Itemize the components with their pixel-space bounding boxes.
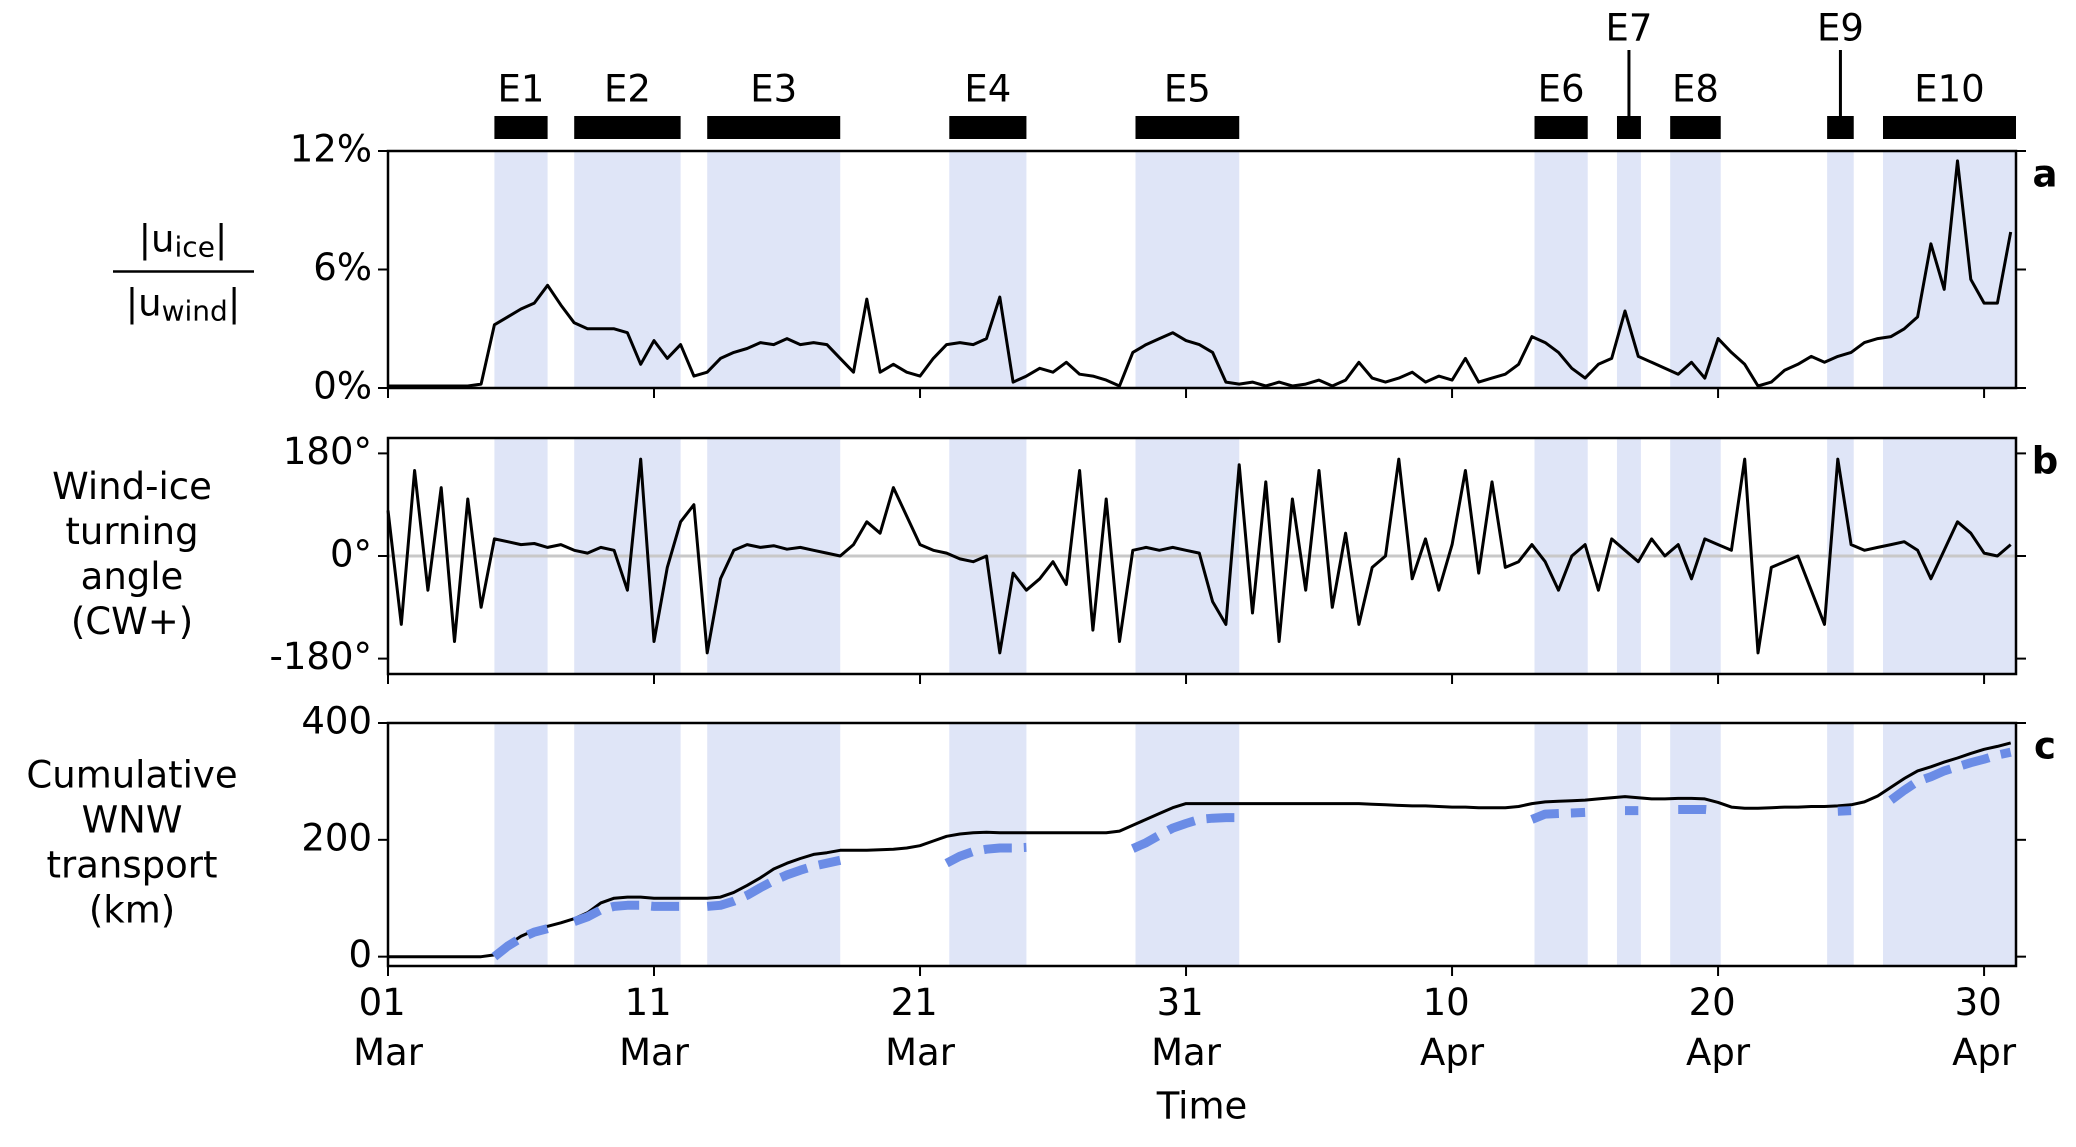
event-label: E5 xyxy=(1164,68,1211,111)
event-span xyxy=(574,151,681,388)
y-tick-label: 0° xyxy=(330,533,372,576)
line xyxy=(386,457,2012,655)
y-axis-label-part: |u xyxy=(139,217,175,260)
event-span xyxy=(1135,723,1240,966)
event-bar xyxy=(1135,116,1240,139)
y-axis-label-part: ice xyxy=(175,231,215,264)
y-axis-label-part: |u xyxy=(126,281,162,324)
y-tick-label: -180° xyxy=(270,635,372,678)
y-tick-label: 200 xyxy=(301,816,372,859)
x-tick-label: 10 Apr xyxy=(1420,981,1485,1074)
y-tick-label: 0% xyxy=(313,365,372,408)
panel-label: a xyxy=(2033,153,2058,196)
event-label: E8 xyxy=(1672,68,1719,111)
plot-frame xyxy=(386,721,2018,968)
event-label: E6 xyxy=(1538,68,1585,111)
y-axis-label: Wind-ice xyxy=(52,465,212,508)
event-span xyxy=(707,151,841,388)
event-span xyxy=(574,723,681,966)
event-span xyxy=(1670,151,1721,388)
event-span xyxy=(1135,151,1240,388)
y-axis-label: |uwind| xyxy=(126,281,241,328)
dashed-line xyxy=(491,747,2012,961)
x-tick-label: 21 Mar xyxy=(885,981,956,1074)
x-axis-label: Time xyxy=(1156,1085,1248,1128)
y-axis-label: transport xyxy=(47,844,218,887)
event-span xyxy=(1670,723,1721,966)
event-bar xyxy=(1534,116,1588,139)
event-label: E10 xyxy=(1914,68,1984,111)
plot-frame xyxy=(386,149,2018,390)
event-bar xyxy=(1670,116,1721,139)
event-label: E4 xyxy=(964,68,1011,111)
x-tick-label: 01 Mar xyxy=(353,981,424,1074)
y-axis-label: WNW xyxy=(82,799,183,842)
event-span xyxy=(707,723,841,966)
event-span xyxy=(1616,151,1641,388)
event-bar xyxy=(1616,116,1641,139)
event-bar xyxy=(707,116,841,139)
y-axis-label: |uice| xyxy=(139,217,228,264)
y-axis-label: angle xyxy=(81,555,184,598)
event-span xyxy=(494,151,548,388)
event-label: E3 xyxy=(750,68,797,111)
y-axis-label: Cumulative xyxy=(26,754,237,797)
y-axis-label: turning xyxy=(65,510,198,553)
y-axis-label: (km) xyxy=(89,889,175,932)
y-tick-label: 400 xyxy=(301,700,372,743)
event-bar xyxy=(494,116,548,139)
y-tick-label: 0 xyxy=(348,933,372,976)
x-tick-label: 20 Apr xyxy=(1686,981,1751,1074)
event-span xyxy=(1827,151,1854,388)
y-axis-label-part: wind xyxy=(162,295,228,328)
x-tick-label: 30 Apr xyxy=(1952,981,2017,1074)
line xyxy=(388,159,2013,388)
y-tick-label: 12% xyxy=(290,128,372,171)
event-span xyxy=(949,151,1027,388)
event-span xyxy=(1882,723,2016,966)
y-axis-label: (CW+) xyxy=(71,600,193,643)
event-span xyxy=(1534,723,1588,966)
y-tick-label: 6% xyxy=(313,246,372,289)
line xyxy=(388,741,2012,959)
event-bar xyxy=(1882,116,2016,139)
event-label: E2 xyxy=(604,68,651,111)
event-bar xyxy=(1827,116,1854,139)
event-span xyxy=(949,723,1027,966)
event-span xyxy=(1616,723,1641,966)
event-span xyxy=(1882,151,2016,388)
event-label: E9 xyxy=(1817,7,1864,50)
event-bar xyxy=(574,116,681,139)
y-axis-label-part: | xyxy=(228,281,240,324)
y-axis-label-part: | xyxy=(215,217,227,260)
panel-label: c xyxy=(2034,725,2056,768)
event-span xyxy=(1534,151,1588,388)
plot-frame xyxy=(386,436,2018,676)
event-span xyxy=(1827,723,1854,966)
event-bar xyxy=(949,116,1027,139)
event-label: E1 xyxy=(498,68,545,111)
panel-label: b xyxy=(2032,440,2059,483)
y-tick-label: 180° xyxy=(283,430,372,473)
event-label: E7 xyxy=(1605,7,1652,50)
event-span xyxy=(494,723,548,966)
x-tick-label: 11 Mar xyxy=(619,981,690,1074)
x-tick-label: 31 Mar xyxy=(1151,981,1222,1074)
